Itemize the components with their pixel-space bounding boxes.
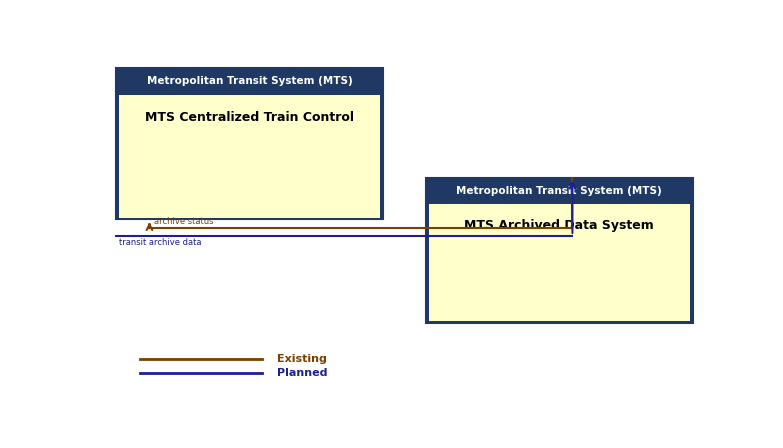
Bar (426, 178, 693, 323)
Text: transit archive data: transit archive data (119, 237, 201, 246)
Bar (116, 68, 383, 220)
Bar (428, 204, 690, 321)
Text: Metropolitan Transit System (MTS): Metropolitan Transit System (MTS) (456, 186, 662, 196)
Bar (119, 95, 380, 218)
Text: Planned: Planned (277, 368, 327, 378)
Text: Existing: Existing (277, 354, 327, 364)
Text: MTS Archived Data System: MTS Archived Data System (464, 219, 654, 232)
Text: MTS Centralized Train Control: MTS Centralized Train Control (145, 111, 354, 124)
Bar (116, 68, 383, 95)
Bar (426, 178, 693, 204)
Text: archive status: archive status (154, 217, 214, 226)
Text: Metropolitan Transit System (MTS): Metropolitan Transit System (MTS) (146, 76, 352, 86)
